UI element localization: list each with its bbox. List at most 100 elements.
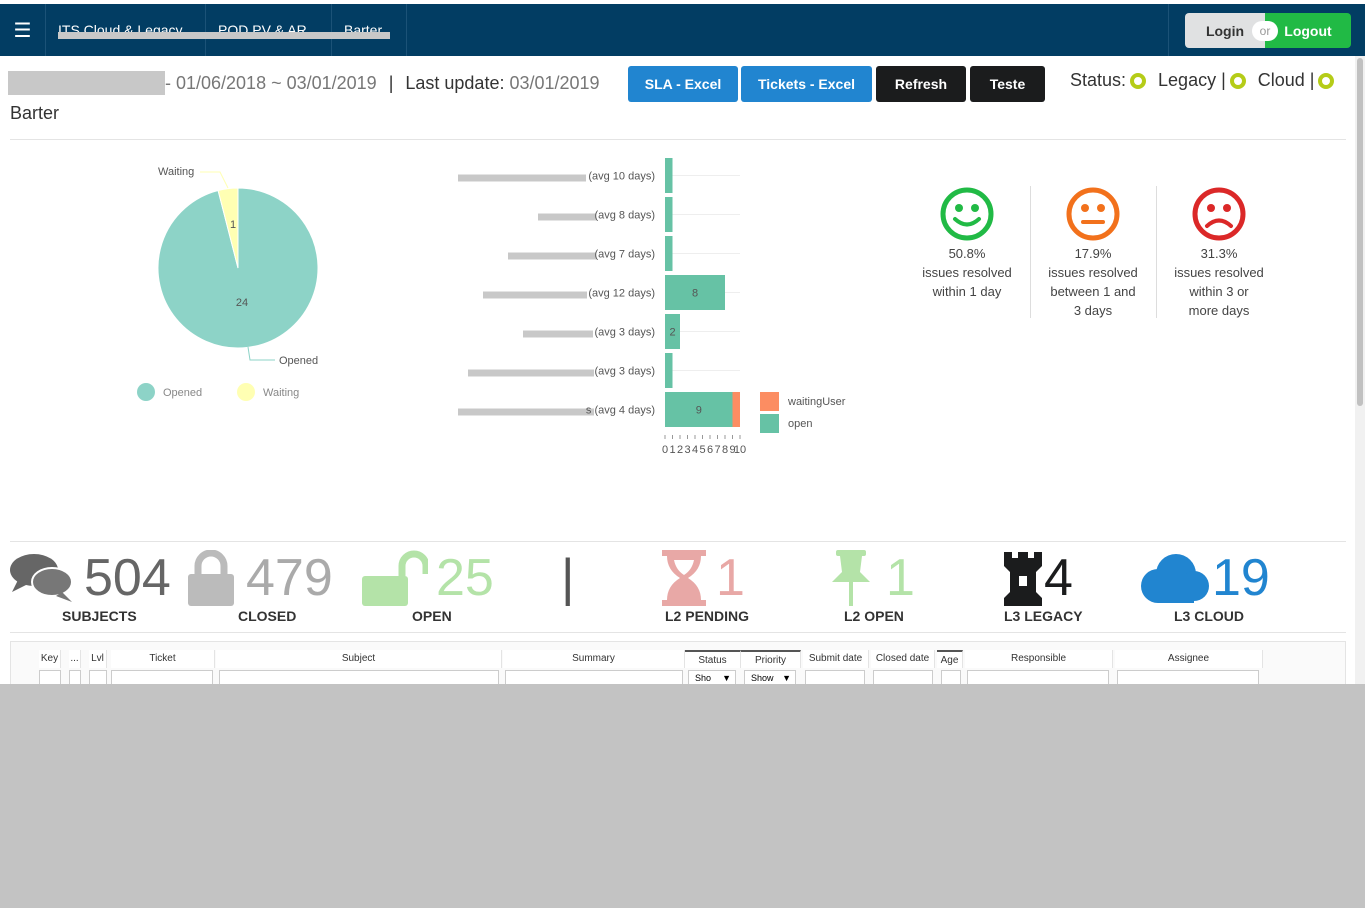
bar-category-label: (avg 10 days) — [588, 171, 655, 183]
bar-data-label: 2 — [669, 327, 675, 339]
redaction-bar — [483, 291, 587, 299]
bar-open[interactable] — [665, 314, 680, 349]
axis-tick-label: 10 — [734, 444, 746, 456]
stat-l2-pending[interactable]: 1 L2 PENDING — [660, 548, 760, 628]
column-header-lvl[interactable]: Lvl — [89, 650, 107, 668]
bar-open[interactable] — [665, 197, 673, 232]
column-header-priority[interactable]: Priority — [741, 650, 801, 668]
hourglass-icon — [662, 550, 706, 606]
responsible-filter-input[interactable] — [967, 670, 1109, 684]
bar-open[interactable] — [665, 392, 733, 427]
redaction-bar — [328, 32, 390, 39]
bar-chart: (avg 10 days) (avg 8 days) (avg 7 days) (av… — [440, 150, 870, 470]
subject-filter-input[interactable] — [219, 670, 499, 684]
refresh-button[interactable]: Refresh — [876, 66, 966, 102]
ticket-filter-input[interactable] — [111, 670, 213, 684]
stat-value: 1 — [886, 549, 915, 607]
stat-l3-cloud[interactable]: 19 L3 CLOUD — [1138, 548, 1278, 628]
page-scrollbar[interactable] — [1355, 56, 1365, 684]
unlock-icon — [362, 550, 428, 606]
legend-label-opened[interactable]: Opened — [163, 387, 202, 399]
priority-filter-select[interactable]: Show ▼ — [744, 670, 796, 684]
legend-label-waitingUser[interactable]: waitingUser — [787, 396, 846, 408]
column-header-key[interactable]: Key — [39, 650, 61, 668]
nav-tab-cloud-legacy[interactable]: ITS Cloud & Legacy — [46, 4, 206, 56]
header-separator: | — [388, 72, 394, 93]
column-header-subject[interactable]: Subject — [216, 650, 502, 668]
divider — [1030, 186, 1031, 318]
summary-filter-input[interactable] — [505, 670, 683, 684]
pie-chart: 24 1 Opened Waiting Opened Waiting — [130, 160, 370, 410]
tickets-excel-button[interactable]: Tickets - Excel — [741, 66, 872, 102]
divider — [1156, 186, 1157, 318]
column-header-ticket[interactable]: Ticket — [111, 650, 215, 668]
stat-label: L3 LEGACY — [1004, 608, 1083, 624]
age-filter-input[interactable] — [941, 670, 961, 684]
more-filter-input[interactable] — [69, 670, 81, 684]
pie-value-opened: 24 — [236, 297, 248, 309]
column-header-more[interactable]: ... — [69, 650, 81, 668]
pie-slice-waiting[interactable] — [217, 187, 239, 269]
date-range: - 01/06/2018 ~ 03/01/2019 — [165, 72, 377, 93]
sla-excel-button[interactable]: SLA - Excel — [628, 66, 738, 102]
dashboard-page: ☰ ITS Cloud & Legacy POD PV & AR Barter … — [0, 0, 1365, 684]
last-update-value: 03/01/2019 — [509, 72, 600, 93]
column-header-assignee[interactable]: Assignee — [1115, 650, 1263, 668]
resolution-text: issues resolved within 1 day — [922, 265, 1012, 299]
column-header-status[interactable]: Status — [685, 650, 741, 668]
hamburger-icon[interactable]: ☰ — [0, 4, 46, 56]
logout-button[interactable]: Logout — [1265, 13, 1351, 48]
column-header-closed-date[interactable]: Closed date — [871, 650, 935, 668]
stat-l3-legacy[interactable]: 4 L3 LEGACY — [1000, 548, 1100, 628]
status-filter-select[interactable]: Sho ▼ — [688, 670, 736, 684]
redacted-name — [8, 71, 165, 95]
bar-open[interactable] — [665, 353, 673, 388]
top-navbar: ☰ ITS Cloud & Legacy POD PV & AR Barter … — [0, 4, 1365, 56]
stat-subjects[interactable]: 504 SUBJECTS — [10, 548, 185, 628]
assignee-filter-input[interactable] — [1117, 670, 1259, 684]
teste-button[interactable]: Teste — [970, 66, 1045, 102]
column-header-summary[interactable]: Summary — [503, 650, 685, 668]
resolution-text: issues resolved between 1 and 3 days — [1048, 265, 1138, 318]
chess-rook-icon — [1004, 552, 1042, 606]
auth-buttons: Login Logout or — [1168, 4, 1365, 56]
bar-open[interactable] — [665, 275, 725, 310]
status-dot-icon — [1318, 72, 1335, 89]
bar-open[interactable] — [665, 236, 673, 271]
smile-icon — [940, 187, 994, 241]
redaction-bar — [508, 252, 596, 260]
submit-date-filter-input[interactable] — [805, 670, 865, 684]
redaction-bar — [458, 174, 586, 182]
bar-data-label: 8 — [692, 288, 698, 300]
bar-waitingUser[interactable] — [732, 392, 741, 427]
login-button[interactable]: Login — [1185, 13, 1265, 48]
stat-value: 4 — [1044, 549, 1073, 607]
resolution-text: issues resolved within 3 or more days — [1174, 265, 1264, 318]
lvl-filter-input[interactable] — [89, 670, 107, 684]
nav-tab-pod[interactable]: POD PV & AR — [206, 4, 332, 56]
column-header-submit-date[interactable]: Submit date — [803, 650, 869, 668]
legend-label-open[interactable]: open — [788, 418, 812, 430]
closed-date-filter-input[interactable] — [873, 670, 933, 684]
axis-tick-label: 0 — [662, 444, 668, 456]
nav-tab-barter[interactable]: Barter — [332, 4, 407, 56]
stat-label: L2 PENDING — [665, 608, 750, 624]
axis-tick-label: 2 — [677, 444, 683, 456]
scrollbar-thumb[interactable] — [1357, 58, 1363, 406]
stat-l2-open[interactable]: 1 L2 OPEN — [828, 548, 928, 628]
status-cloud: Cloud | — [1257, 70, 1315, 90]
stat-closed[interactable]: 479 CLOSED — [186, 548, 346, 628]
key-filter-input[interactable] — [39, 670, 61, 684]
comments-icon — [10, 554, 73, 602]
pie-value-waiting: 1 — [230, 219, 236, 231]
column-header-responsible[interactable]: Responsible — [965, 650, 1113, 668]
redaction-bar — [538, 213, 596, 221]
stat-open[interactable]: 25 OPEN — [362, 548, 507, 628]
legend-label-waiting[interactable]: Waiting — [263, 387, 299, 399]
status-filter-value: Sho — [695, 673, 712, 683]
pin-icon — [832, 550, 870, 606]
column-header-age[interactable]: Age — [937, 650, 963, 668]
legend-swatch-waitingUser — [760, 392, 779, 411]
chevron-down-icon: ▼ — [782, 673, 791, 683]
bar-open[interactable] — [665, 158, 673, 193]
